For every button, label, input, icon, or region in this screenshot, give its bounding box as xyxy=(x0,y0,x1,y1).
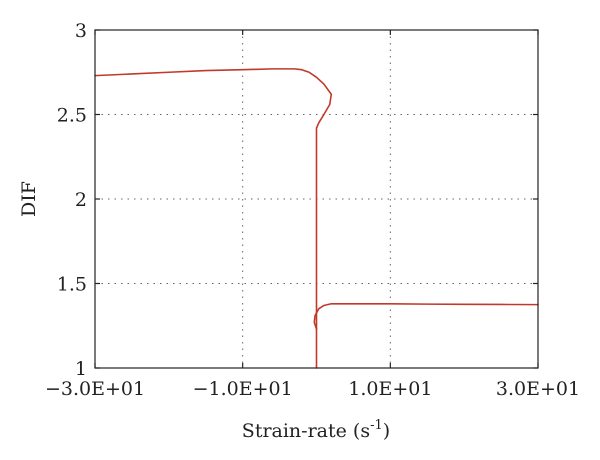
y-axis-label: DIF xyxy=(18,181,40,217)
y-tick-label: 1 xyxy=(75,358,87,380)
x-axis-label: Strain-rate (s-1) xyxy=(242,418,390,442)
x-tick-label: −1.0E+01 xyxy=(193,378,293,400)
y-tick-labels: 1 1.5 2 2.5 3 xyxy=(57,20,87,380)
x-tick-label: −3.0E+01 xyxy=(45,378,145,400)
x-axis-label-sup: -1 xyxy=(370,418,383,433)
x-tick-label: 3.0E+01 xyxy=(496,378,580,400)
x-tick-label: 1.0E+01 xyxy=(348,378,432,400)
tick-marks xyxy=(94,29,539,369)
series-line-2 xyxy=(313,302,539,330)
x-tick-labels: −3.0E+01 −1.0E+01 1.0E+01 3.0E+01 xyxy=(45,378,580,400)
x-axis-label-close: ) xyxy=(383,420,390,442)
y-tick-label: 2.5 xyxy=(57,105,87,127)
y-tick-label: 2 xyxy=(75,189,87,211)
series-line-1 xyxy=(94,68,333,369)
series-layer xyxy=(94,68,539,369)
y-tick-label: 1.5 xyxy=(57,274,87,296)
y-tick-label: 3 xyxy=(75,20,87,42)
